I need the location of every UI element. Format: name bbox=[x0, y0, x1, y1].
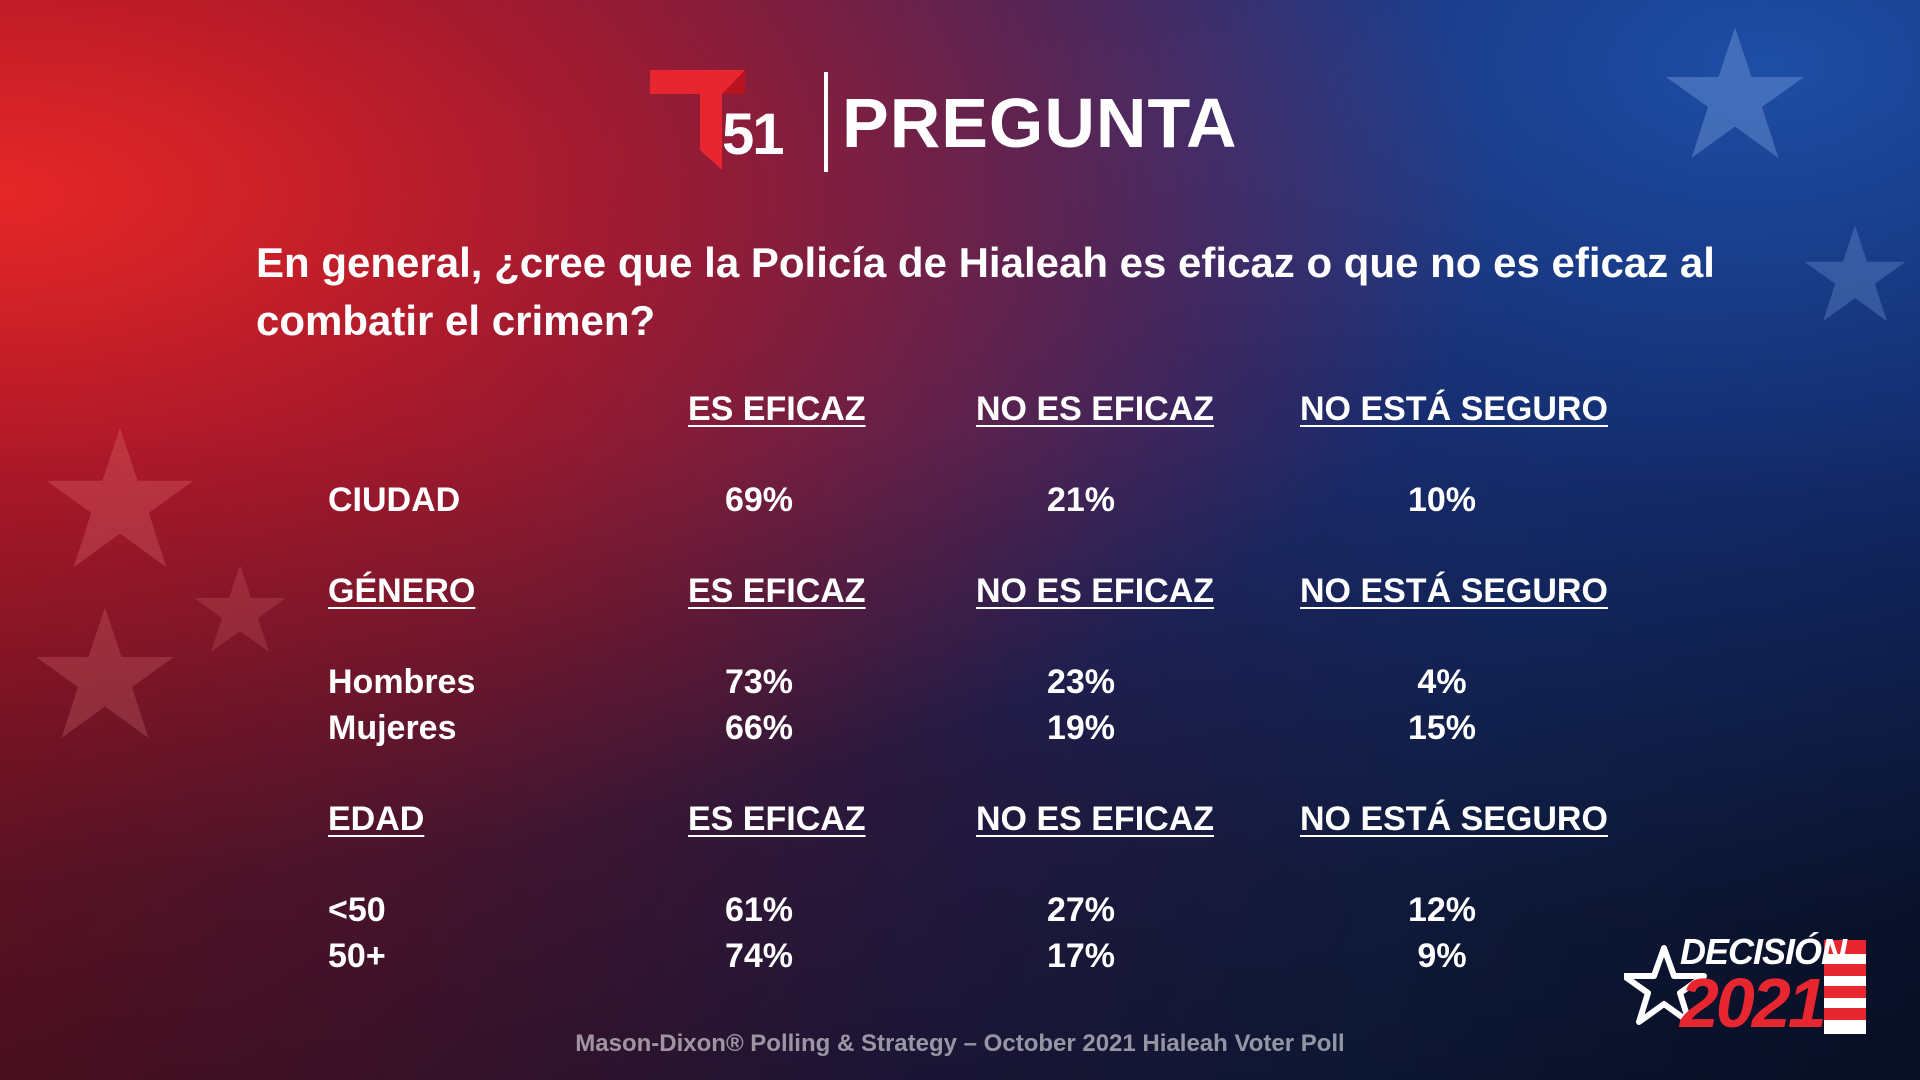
column-header-no-es-eficaz: NO ES EFICAZ bbox=[976, 572, 1215, 610]
value-50-plus-no-es-eficaz: 17% bbox=[1046, 937, 1116, 975]
column-header-es-eficaz: ES EFICAZ bbox=[688, 800, 866, 838]
telemundo-t-logo-icon bbox=[650, 70, 745, 170]
star-icon bbox=[1624, 945, 1707, 1025]
logo-number: 51 bbox=[722, 102, 784, 167]
decorative-star-icon bbox=[46, 428, 194, 568]
value-mujeres-no-es-eficaz: 19% bbox=[1046, 709, 1116, 747]
section-heading-edad: EDAD bbox=[328, 800, 425, 838]
value-ciudad-no-es-eficaz: 21% bbox=[1046, 481, 1116, 519]
value-ciudad-no-esta-seguro: 10% bbox=[1407, 481, 1477, 519]
row-label-ciudad: CIUDAD bbox=[328, 481, 461, 519]
value-under-50-no-es-eficaz: 27% bbox=[1046, 891, 1116, 929]
row-label-50-plus: 50+ bbox=[328, 937, 386, 975]
value-under-50-es-eficaz: 61% bbox=[724, 891, 794, 929]
column-header-es-eficaz: ES EFICAZ bbox=[688, 390, 866, 428]
value-50-plus-no-esta-seguro: 9% bbox=[1417, 937, 1467, 975]
value-under-50-no-esta-seguro: 12% bbox=[1407, 891, 1477, 929]
column-header-no-es-eficaz: NO ES EFICAZ bbox=[976, 390, 1215, 428]
decorative-star-icon bbox=[36, 607, 174, 738]
decorative-star-icon bbox=[1804, 225, 1906, 322]
value-hombres-es-eficaz: 73% bbox=[724, 663, 794, 701]
question-text: En general, ¿cree que la Policía de Hial… bbox=[256, 239, 1715, 344]
value-mujeres-es-eficaz: 66% bbox=[724, 709, 794, 747]
decorative-star-icon bbox=[1666, 27, 1804, 158]
badge-word: DECISIÓN bbox=[1680, 931, 1847, 972]
value-ciudad-es-eficaz: 69% bbox=[724, 481, 794, 519]
badge-graphic bbox=[1624, 940, 1866, 1034]
row-label-hombres: Hombres bbox=[328, 663, 476, 701]
value-mujeres-no-esta-seguro: 15% bbox=[1407, 709, 1477, 747]
row-label-under-50: <50 bbox=[328, 891, 386, 929]
section-heading-genero: GÉNERO bbox=[328, 572, 476, 610]
badge-year: 2021 bbox=[1680, 964, 1827, 1042]
decorative-star-icon bbox=[194, 565, 286, 652]
source-footnote: Mason-Dixon® Polling & Strategy – Octobe… bbox=[575, 1030, 1345, 1057]
column-header-no-esta-seguro: NO ESTÁ SEGURO bbox=[1300, 390, 1608, 428]
flag-stripes-icon bbox=[1824, 940, 1866, 1034]
column-header-no-es-eficaz: NO ES EFICAZ bbox=[976, 800, 1215, 838]
value-hombres-no-es-eficaz: 23% bbox=[1046, 663, 1116, 701]
page-title: PREGUNTA bbox=[842, 84, 1238, 162]
column-header-no-esta-seguro: NO ESTÁ SEGURO bbox=[1300, 800, 1608, 838]
header-separator bbox=[824, 72, 828, 172]
value-50-plus-es-eficaz: 74% bbox=[724, 937, 794, 975]
value-hombres-no-esta-seguro: 4% bbox=[1417, 663, 1467, 701]
row-label-mujeres: Mujeres bbox=[328, 709, 457, 747]
column-header-es-eficaz: ES EFICAZ bbox=[688, 572, 866, 610]
column-header-no-esta-seguro: NO ESTÁ SEGURO bbox=[1300, 572, 1608, 610]
